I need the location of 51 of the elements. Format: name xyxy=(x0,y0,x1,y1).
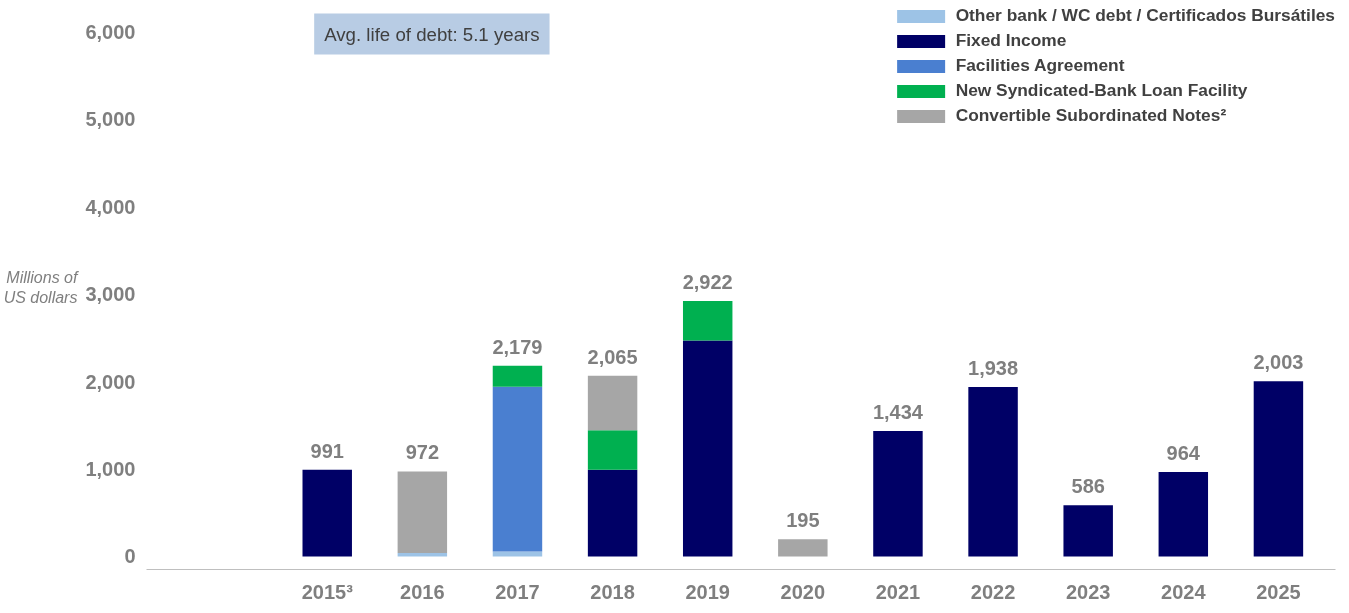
legend-label: Other bank / WC debt / Certificados Bursátiles xyxy=(955,5,1335,26)
total-label: 586 xyxy=(1071,475,1105,498)
bar xyxy=(682,340,733,557)
y-tick-label: 1,000 xyxy=(85,457,136,480)
y-tick-label: 2,000 xyxy=(85,370,136,393)
total-label: 991 xyxy=(310,439,344,462)
bar xyxy=(968,386,1018,557)
x-tick-label: 2017 xyxy=(495,580,540,603)
bar xyxy=(587,430,638,470)
legend-label: Facilities Agreement xyxy=(955,55,1125,76)
total-label: 2,003 xyxy=(1253,351,1304,374)
y-axis-title: Millions of US dollars xyxy=(3,268,80,307)
y-tick-label: 6,000 xyxy=(85,20,136,43)
x-tick-label: 2022 xyxy=(970,580,1016,603)
total-label: 195 xyxy=(786,509,820,532)
x-tick-label: 2016 xyxy=(400,580,445,603)
bar xyxy=(778,539,828,557)
x-tick-label: 2018 xyxy=(590,580,635,603)
total-label: 1,434 xyxy=(872,400,924,423)
total-label: 2,065 xyxy=(587,345,638,368)
bar xyxy=(1063,505,1113,557)
bar xyxy=(587,469,638,557)
x-tick-label: 2024 xyxy=(1161,580,1207,603)
bar xyxy=(587,375,638,431)
x-tick-label: 2015³ xyxy=(301,580,354,603)
y-tick-label: 3,000 xyxy=(85,283,136,306)
annotation: Avg. life of debt: 5.1 years xyxy=(324,23,540,45)
total-label: 2,179 xyxy=(492,335,543,358)
total-label: 1,938 xyxy=(968,356,1019,379)
bar xyxy=(302,469,352,557)
bar xyxy=(1158,472,1209,557)
x-tick-label: 2025 xyxy=(1256,580,1301,603)
bar xyxy=(492,386,543,552)
x-tick-label: 2019 xyxy=(685,580,730,603)
y-tick-label: 4,000 xyxy=(85,195,136,218)
bar xyxy=(1253,381,1304,557)
legend-label: Convertible Subordinated Notes² xyxy=(955,105,1227,126)
total-label: 972 xyxy=(405,441,440,464)
bar xyxy=(682,300,733,341)
total-label: 964 xyxy=(1166,442,1201,465)
legend-label: New Syndicated-Bank Loan Facility xyxy=(955,80,1248,101)
x-tick-label: 2020 xyxy=(780,580,826,603)
bar xyxy=(873,430,923,557)
y-tick-label: 5,000 xyxy=(85,108,136,131)
total-label: 2,922 xyxy=(682,270,733,293)
y-tick-label: 0 xyxy=(124,545,136,568)
x-tick-label: 2021 xyxy=(875,580,921,603)
x-tick-label: 2023 xyxy=(1065,580,1111,603)
bar xyxy=(492,365,543,387)
bar xyxy=(397,471,448,553)
legend-label: Fixed Income xyxy=(955,30,1067,51)
